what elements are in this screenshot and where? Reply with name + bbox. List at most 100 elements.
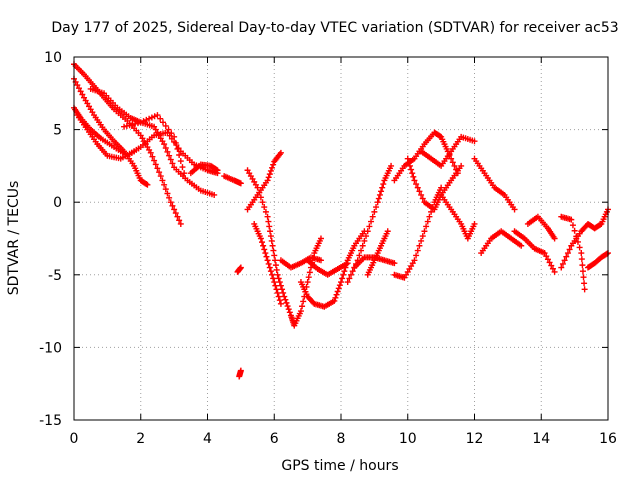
x-tick-label: 0 (70, 431, 79, 447)
data-point (160, 119, 166, 126)
data-point (375, 195, 382, 202)
data-point (123, 122, 130, 129)
data-point (299, 303, 306, 310)
data-point (305, 274, 312, 281)
data-point (414, 184, 421, 191)
data-point (259, 239, 266, 246)
series-track-22 (404, 155, 465, 213)
data-point (458, 162, 465, 169)
data-point (176, 217, 183, 224)
data-point (171, 206, 178, 213)
data-point (574, 238, 581, 245)
data-point (300, 298, 307, 305)
data-point (162, 186, 169, 193)
data-point (265, 218, 272, 225)
data-point (284, 303, 291, 310)
data-point (413, 181, 420, 188)
x-axis-label: GPS time / hours (281, 458, 398, 474)
data-point (174, 213, 181, 220)
data-point (279, 286, 286, 293)
data-point (374, 199, 381, 206)
data-point (413, 252, 420, 259)
data-point (156, 169, 163, 176)
data-point (344, 260, 351, 267)
data-point (283, 299, 290, 306)
data-point (167, 199, 174, 206)
data-point (126, 122, 133, 129)
data-point (304, 279, 311, 286)
x-tick-label: 16 (599, 431, 617, 447)
series-track-15 (297, 228, 368, 310)
series-track-4 (74, 112, 138, 162)
data-point (548, 262, 555, 269)
data-point (571, 227, 578, 234)
data-point (418, 191, 425, 198)
data-point (273, 266, 280, 273)
data-point (338, 279, 344, 286)
data-point (416, 242, 423, 249)
series-track-23 (418, 133, 478, 169)
y-tick-label: 0 (53, 195, 62, 211)
data-point (371, 208, 378, 215)
data-points (71, 61, 611, 380)
data-point (334, 288, 341, 295)
data-point (177, 158, 184, 165)
data-point (335, 285, 342, 292)
data-point (267, 228, 274, 235)
data-point (151, 113, 158, 120)
data-point (379, 184, 386, 191)
data-point (257, 235, 264, 242)
data-point (172, 210, 179, 217)
data-point (579, 268, 586, 275)
data-point (336, 282, 343, 289)
data-point (275, 293, 282, 300)
axis-ticks: 0 2 4 6 8 10 12 14 16 10 5 0 -5 -10 -15 (39, 50, 617, 447)
data-point (277, 300, 284, 307)
data-point (267, 268, 274, 275)
series-track-29 (558, 206, 611, 271)
data-point (286, 309, 293, 316)
data-point (471, 138, 478, 145)
data-point (579, 262, 586, 269)
data-point (167, 156, 174, 163)
data-point (76, 85, 83, 92)
data-point (237, 180, 244, 187)
data-point (213, 166, 220, 173)
data-point (132, 120, 139, 127)
data-point (169, 160, 176, 167)
data-point (264, 257, 271, 264)
data-point (265, 260, 272, 267)
data-point (271, 279, 278, 286)
data-point (271, 252, 278, 259)
series-track-28 (524, 213, 558, 242)
data-point (146, 115, 153, 122)
data-point (269, 271, 276, 278)
data-point (449, 159, 456, 166)
data-point (162, 144, 169, 151)
data-point (164, 148, 171, 155)
data-point (77, 88, 84, 95)
data-point (356, 252, 363, 259)
data-point (177, 220, 184, 227)
data-point (134, 120, 141, 127)
data-point (419, 233, 426, 240)
data-point (368, 218, 375, 225)
series-track-16 (304, 257, 351, 278)
data-point (448, 155, 455, 162)
data-point (154, 112, 161, 119)
data-point (561, 257, 568, 264)
data-point (573, 233, 580, 240)
data-point (451, 162, 458, 169)
data-point (563, 253, 570, 260)
data-point (149, 153, 156, 160)
data-point (437, 133, 444, 140)
data-point (143, 181, 150, 188)
series-track-25 (471, 155, 518, 213)
data-point (161, 181, 168, 188)
y-axis-label: SDTVAR / TECUs (6, 181, 22, 296)
grid-lines (74, 57, 608, 420)
series-track-7 (187, 161, 221, 177)
data-point (211, 191, 218, 198)
data-point (260, 242, 267, 249)
